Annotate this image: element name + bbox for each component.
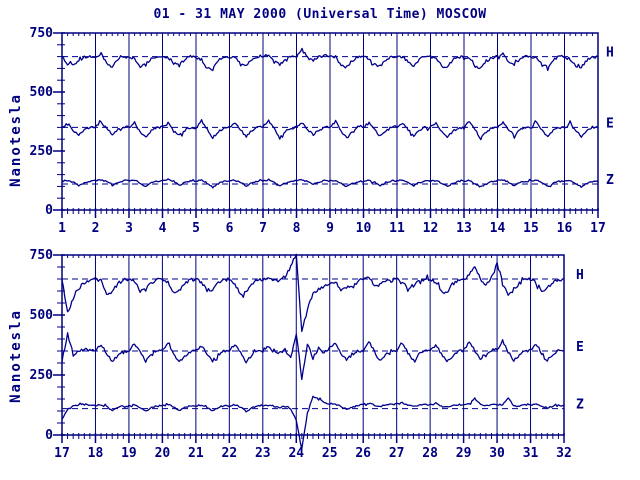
x-tick-label: 10 (356, 221, 372, 236)
series-label-E: E (606, 116, 614, 131)
x-tick-label: 18 (88, 446, 104, 461)
x-tick-label: 17 (590, 221, 606, 236)
x-tick-label: 29 (456, 446, 472, 461)
x-tick-label: 5 (192, 221, 200, 236)
y-tick-label: 0 (45, 203, 53, 218)
series-line-H (61, 47, 599, 72)
x-tick-label: 28 (422, 446, 438, 461)
x-tick-label: 3 (125, 221, 133, 236)
series-line-Z (61, 178, 599, 189)
x-tick-label: 8 (293, 221, 301, 236)
x-tick-label: 7 (259, 221, 267, 236)
x-tick-label: 17 (54, 446, 70, 461)
chart-title: 01 - 31 MAY 2000 (Universal Time) MOSCOW (153, 7, 487, 22)
y-tick-label: 750 (30, 248, 54, 263)
x-tick-label: 9 (326, 221, 334, 236)
y-tick-label: 250 (30, 144, 54, 159)
x-tick-label: 14 (490, 221, 506, 236)
x-tick-label: 23 (255, 446, 271, 461)
x-tick-label: 22 (222, 446, 238, 461)
x-tick-label: 32 (556, 446, 572, 461)
x-tick-label: 25 (322, 446, 338, 461)
x-tick-label: 30 (489, 446, 505, 461)
series-label-H: H (576, 268, 584, 283)
x-tick-label: 2 (92, 221, 100, 236)
x-tick-label: 4 (159, 221, 167, 236)
x-tick-label: 27 (389, 446, 405, 461)
x-tick-label: 6 (226, 221, 234, 236)
x-tick-label: 24 (288, 446, 304, 461)
x-tick-label: 31 (523, 446, 539, 461)
series-label-Z: Z (606, 173, 614, 188)
series-line-H (61, 253, 565, 333)
x-tick-label: 21 (188, 446, 204, 461)
x-tick-label: 19 (121, 446, 137, 461)
x-tick-label: 12 (423, 221, 439, 236)
y-tick-label: 500 (30, 308, 54, 323)
series-label-H: H (606, 46, 614, 61)
y-tick-label: 500 (30, 85, 54, 100)
y-tick-label: 750 (30, 26, 54, 41)
series-line-E (61, 332, 565, 381)
series-line-E (61, 119, 599, 141)
y-tick-label: 0 (45, 428, 53, 443)
x-tick-label: 16 (557, 221, 573, 236)
x-tick-label: 20 (155, 446, 171, 461)
y-tick-label: 250 (30, 368, 54, 383)
series-label-E: E (576, 340, 584, 355)
series-label-Z: Z (576, 398, 584, 413)
x-tick-label: 15 (523, 221, 539, 236)
series-line-Z (61, 395, 565, 450)
x-tick-label: 26 (355, 446, 371, 461)
x-tick-label: 1 (58, 221, 66, 236)
x-tick-label: 13 (456, 221, 472, 236)
x-tick-label: 11 (389, 221, 405, 236)
